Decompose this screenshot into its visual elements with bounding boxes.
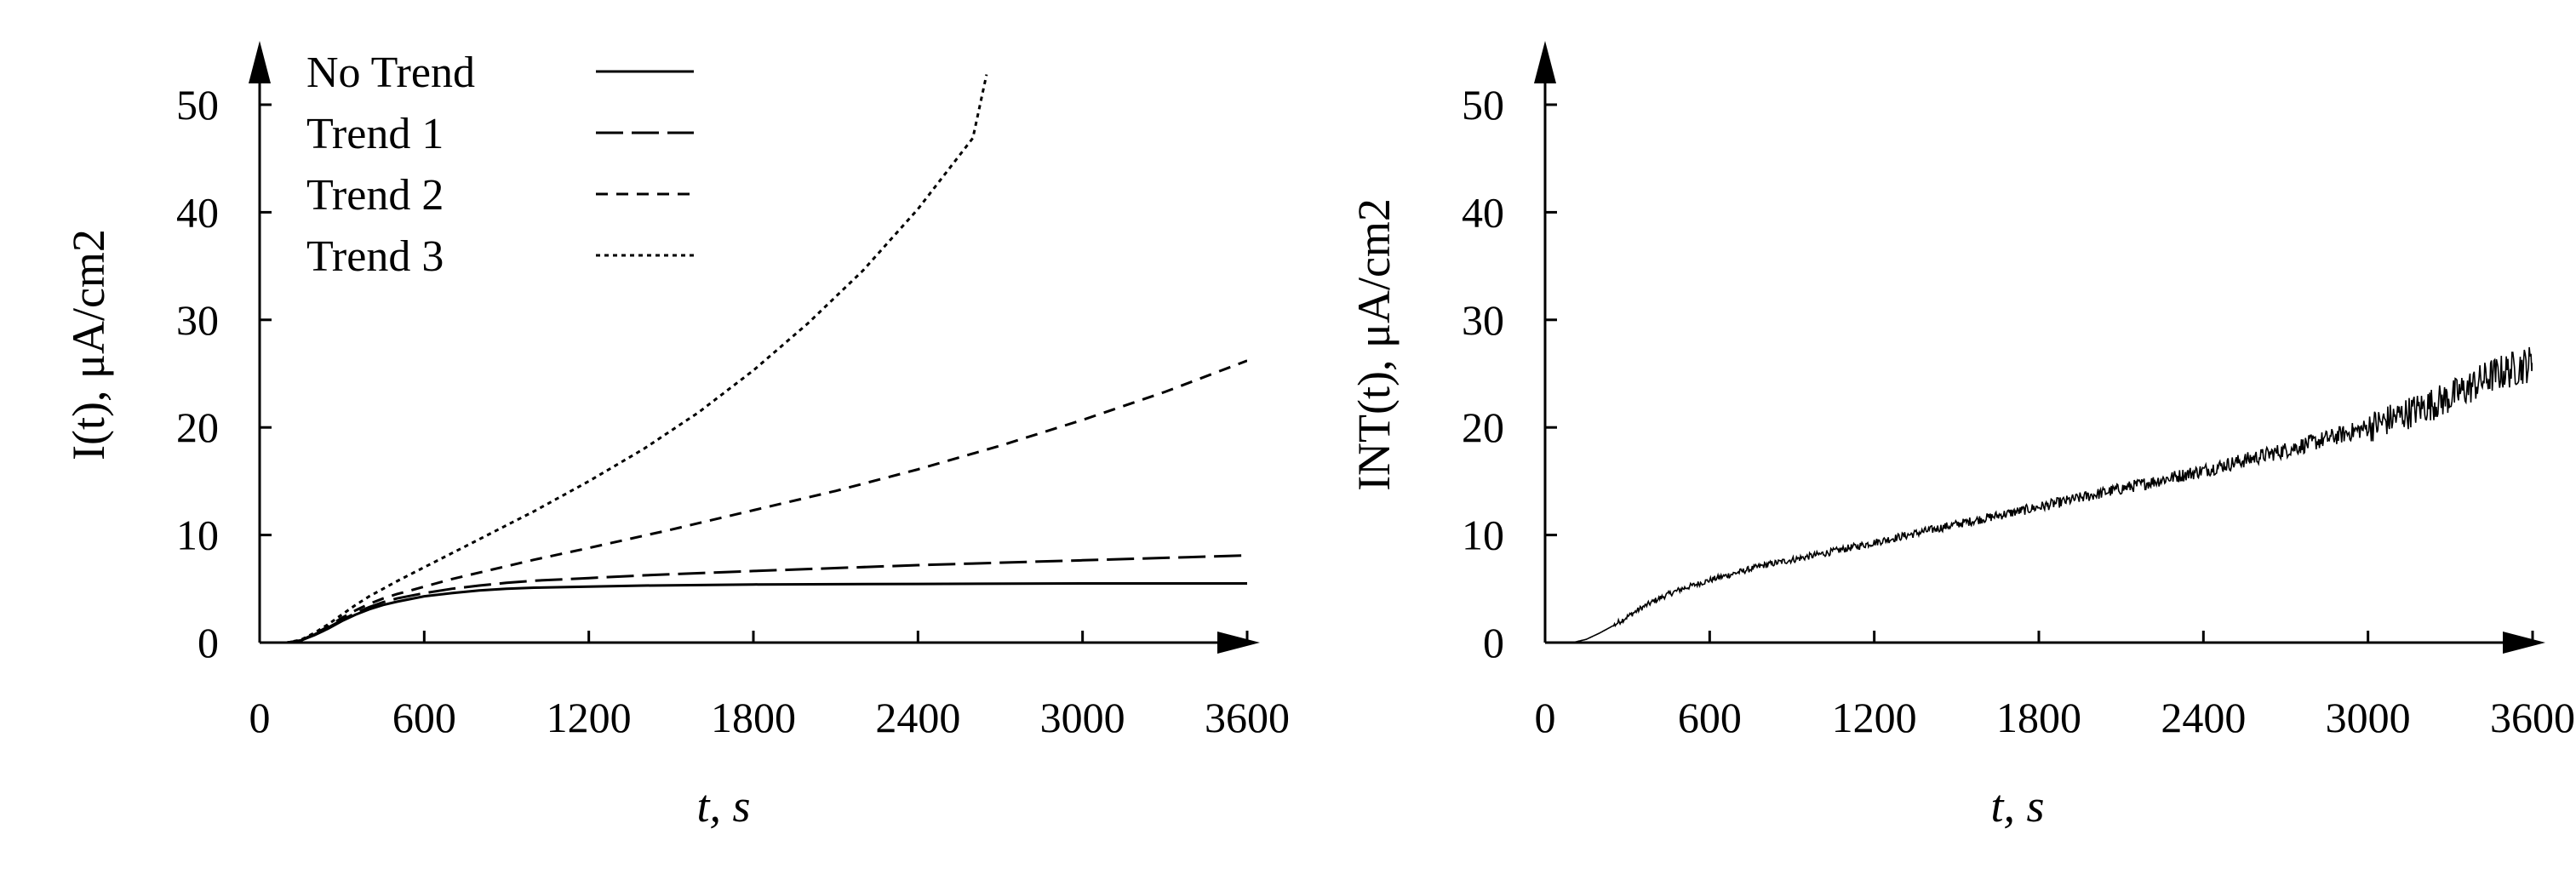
right-y-tick-label: 20 bbox=[1462, 403, 1504, 451]
chart-right: 0 600 1200 1800 2400 3000 3600 0 10 20 30 40 50 t, … bbox=[1348, 41, 2575, 832]
legend-label-no-trend: No Trend bbox=[306, 49, 475, 97]
left-y-tick-label: 40 bbox=[176, 188, 219, 236]
right-series-group bbox=[1545, 346, 2533, 643]
right-y-tick-label: 0 bbox=[1483, 619, 1504, 666]
right-x-tick-label: 600 bbox=[1678, 694, 1742, 741]
left-y-tick-label: 30 bbox=[176, 296, 219, 344]
legend: No Trend Trend 1 Trend 2 Trend 3 bbox=[306, 49, 694, 281]
right-y-ticks: 0 10 20 30 40 50 bbox=[1462, 81, 1557, 666]
right-x-tick-label: 0 bbox=[1535, 694, 1556, 741]
right-x-ticks: 0 600 1200 1800 2400 3000 3600 bbox=[1535, 631, 2575, 741]
left-series-trend-2-line bbox=[260, 359, 1247, 643]
right-y-tick-label: 30 bbox=[1462, 296, 1504, 344]
right-y-axis-arrow bbox=[1534, 41, 1556, 83]
left-x-axis-arrow bbox=[1217, 632, 1260, 654]
right-x-axis-arrow bbox=[2503, 632, 2545, 654]
right-y-tick-label: 10 bbox=[1462, 512, 1504, 559]
left-y-axis-arrow bbox=[249, 41, 271, 83]
right-x-tick-label: 3000 bbox=[2326, 694, 2411, 741]
right-x-tick-label: 2400 bbox=[2161, 694, 2246, 741]
left-y-tick-label: 20 bbox=[176, 403, 219, 451]
left-x-tick-label: 3600 bbox=[1205, 694, 1290, 741]
right-y-axis-label: INT(t), μA/cm2 bbox=[1348, 198, 1400, 491]
left-y-tick-label: 0 bbox=[197, 619, 219, 666]
left-x-tick-label: 0 bbox=[249, 694, 271, 741]
chart-left: 0 600 1200 1800 2400 3000 3600 0 10 20 30 40 50 t, … bbox=[63, 41, 1290, 832]
left-x-axis-label: t, s bbox=[696, 780, 750, 832]
left-x-tick-label: 3000 bbox=[1040, 694, 1125, 741]
left-x-tick-label: 2400 bbox=[875, 694, 960, 741]
left-series-group bbox=[260, 74, 1247, 643]
left-x-axis bbox=[260, 632, 1260, 654]
right-y-axis bbox=[1534, 41, 1556, 643]
left-y-ticks: 0 10 20 30 40 50 bbox=[176, 81, 272, 666]
legend-label-trend-1: Trend 1 bbox=[306, 110, 444, 158]
left-x-tick-label: 1800 bbox=[711, 694, 796, 741]
right-x-tick-label: 1200 bbox=[1832, 694, 1917, 741]
left-y-tick-label: 10 bbox=[176, 512, 219, 559]
right-x-tick-label: 1800 bbox=[1996, 694, 2081, 741]
right-y-tick-label: 50 bbox=[1462, 81, 1504, 129]
left-x-ticks: 0 600 1200 1800 2400 3000 3600 bbox=[249, 631, 1290, 741]
right-y-tick-label: 40 bbox=[1462, 188, 1504, 236]
left-y-tick-label: 50 bbox=[176, 81, 219, 129]
left-x-tick-label: 600 bbox=[392, 694, 456, 741]
right-x-axis bbox=[1545, 632, 2545, 654]
left-y-axis bbox=[249, 41, 271, 643]
legend-label-trend-2: Trend 2 bbox=[306, 171, 444, 220]
right-series-series-0-line bbox=[1545, 346, 2533, 643]
right-x-tick-label: 3600 bbox=[2490, 694, 2575, 741]
right-x-axis-label: t, s bbox=[1990, 780, 2044, 832]
left-series-trend-3-line bbox=[260, 74, 988, 643]
left-y-axis-label: I(t), μA/cm2 bbox=[63, 229, 114, 460]
left-x-tick-label: 1200 bbox=[547, 694, 632, 741]
legend-label-trend-3: Trend 3 bbox=[306, 232, 444, 281]
